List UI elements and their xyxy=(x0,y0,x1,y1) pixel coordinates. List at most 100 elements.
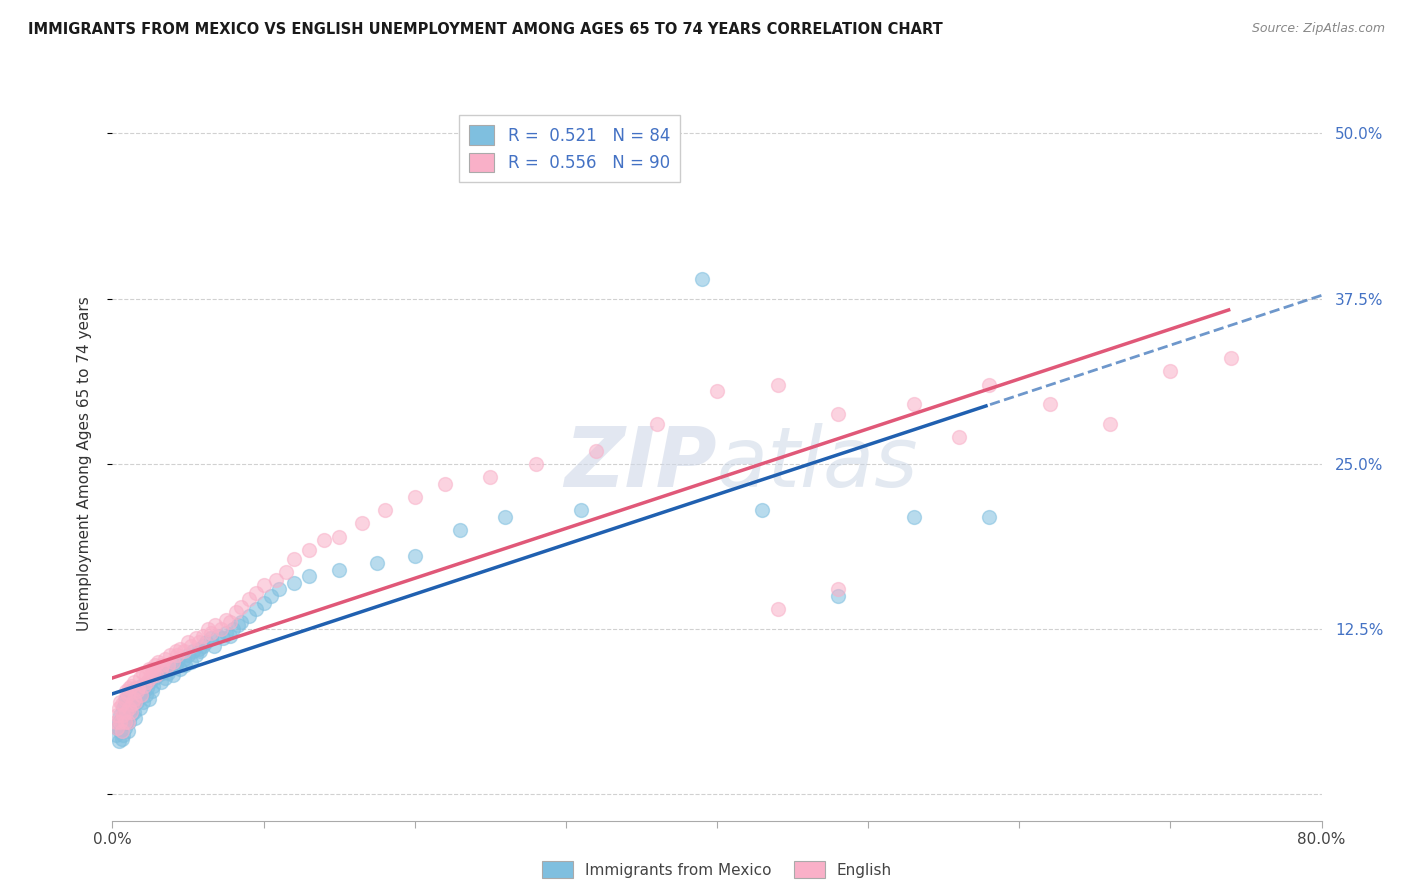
Point xyxy=(114,714,136,729)
Point xyxy=(245,586,267,600)
Point xyxy=(226,618,249,632)
Point xyxy=(177,648,200,663)
Point xyxy=(209,622,232,636)
Point xyxy=(1220,351,1243,365)
Point xyxy=(115,692,138,706)
Point xyxy=(129,688,152,702)
Point xyxy=(238,608,260,623)
Point xyxy=(139,671,162,685)
Point xyxy=(449,523,471,537)
Point xyxy=(215,626,238,640)
Point xyxy=(328,529,350,543)
Y-axis label: Unemployment Among Ages 65 to 74 years: Unemployment Among Ages 65 to 74 years xyxy=(77,296,91,632)
Point xyxy=(1159,364,1181,378)
Point xyxy=(690,272,713,286)
Point xyxy=(112,728,135,742)
Point xyxy=(184,632,207,646)
Point xyxy=(157,665,180,680)
Point xyxy=(118,688,141,702)
Point xyxy=(110,731,132,746)
Point xyxy=(122,674,145,689)
Point xyxy=(104,714,127,729)
Point xyxy=(105,721,128,735)
Point xyxy=(184,648,207,663)
Point xyxy=(138,692,160,706)
Point xyxy=(115,684,138,698)
Point xyxy=(132,695,155,709)
Point xyxy=(585,443,607,458)
Point xyxy=(107,701,129,715)
Point xyxy=(121,698,143,712)
Point xyxy=(314,533,336,548)
Point xyxy=(138,662,160,676)
Point xyxy=(977,509,1000,524)
Point xyxy=(173,652,195,666)
Text: Source: ZipAtlas.com: Source: ZipAtlas.com xyxy=(1251,22,1385,36)
Point xyxy=(766,602,789,616)
Point xyxy=(117,714,139,729)
Point xyxy=(977,377,1000,392)
Point xyxy=(135,688,157,702)
Point xyxy=(166,655,188,669)
Point xyxy=(125,695,148,709)
Point xyxy=(211,632,233,646)
Point xyxy=(225,605,247,619)
Point xyxy=(114,692,136,706)
Point xyxy=(1038,397,1062,411)
Point xyxy=(204,618,226,632)
Point xyxy=(706,384,728,399)
Point xyxy=(191,639,214,653)
Point xyxy=(155,671,177,685)
Point xyxy=(108,695,131,709)
Point xyxy=(136,674,159,689)
Point xyxy=(122,692,145,706)
Point xyxy=(245,602,267,616)
Point xyxy=(215,613,238,627)
Point xyxy=(569,503,592,517)
Point xyxy=(117,688,139,702)
Point xyxy=(188,644,211,658)
Text: ZIP: ZIP xyxy=(564,424,717,504)
Point xyxy=(751,503,773,517)
Point xyxy=(253,578,276,592)
Point xyxy=(108,723,131,738)
Point xyxy=(120,706,142,720)
Point xyxy=(238,591,260,606)
Point xyxy=(149,674,172,689)
Point xyxy=(120,684,142,698)
Point xyxy=(104,728,127,742)
Point xyxy=(195,635,218,649)
Point xyxy=(129,679,152,693)
Point xyxy=(150,657,173,672)
Point xyxy=(141,684,163,698)
Point xyxy=(479,470,502,484)
Point xyxy=(169,641,191,656)
Point xyxy=(107,714,129,729)
Point xyxy=(142,665,165,680)
Point xyxy=(298,569,321,583)
Point xyxy=(222,622,245,636)
Point xyxy=(174,657,197,672)
Point xyxy=(105,721,128,735)
Point xyxy=(207,629,229,643)
Point xyxy=(155,652,177,666)
Legend: Immigrants from Mexico, English: Immigrants from Mexico, English xyxy=(536,855,898,884)
Point xyxy=(114,721,136,735)
Point xyxy=(827,407,849,421)
Point xyxy=(134,684,156,698)
Point xyxy=(132,665,155,680)
Point xyxy=(127,688,149,702)
Point xyxy=(328,563,350,577)
Point xyxy=(159,662,181,676)
Text: IMMIGRANTS FROM MEXICO VS ENGLISH UNEMPLOYMENT AMONG AGES 65 TO 74 YEARS CORRELA: IMMIGRANTS FROM MEXICO VS ENGLISH UNEMPL… xyxy=(28,22,943,37)
Point xyxy=(145,668,167,682)
Point xyxy=(165,644,187,658)
Point xyxy=(115,706,138,720)
Point xyxy=(202,639,225,653)
Point xyxy=(159,648,181,663)
Point xyxy=(827,589,849,603)
Point xyxy=(645,417,668,432)
Point xyxy=(173,644,195,658)
Point xyxy=(350,516,373,531)
Point xyxy=(229,599,252,614)
